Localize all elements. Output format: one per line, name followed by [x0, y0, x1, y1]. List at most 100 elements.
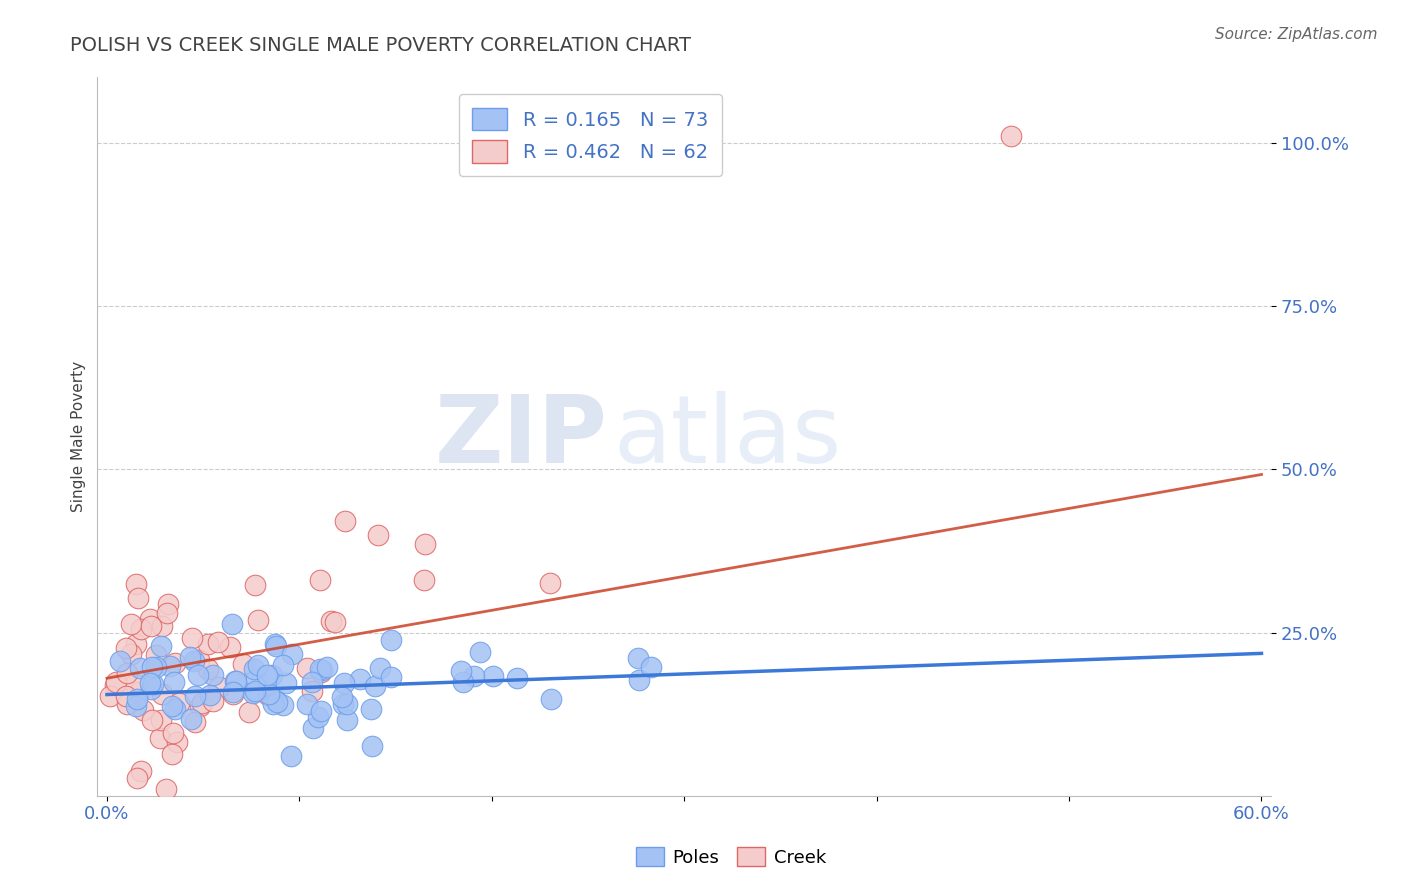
Point	[256, 688, 278, 702]
Point	[413, 573, 436, 587]
Point	[108, 654, 131, 668]
Point	[540, 692, 562, 706]
Point	[260, 668, 283, 682]
Point	[197, 637, 219, 651]
Legend: R = 0.165   N = 73, R = 0.462   N = 62: R = 0.165 N = 73, R = 0.462 N = 62	[458, 95, 721, 177]
Point	[506, 672, 529, 686]
Point	[222, 687, 245, 701]
Point	[463, 669, 485, 683]
Point	[264, 639, 287, 653]
Point	[132, 703, 155, 717]
Point	[360, 739, 382, 754]
Point	[181, 632, 204, 646]
Point	[139, 619, 162, 633]
Text: POLISH VS CREEK SINGLE MALE POVERTY CORRELATION CHART: POLISH VS CREEK SINGLE MALE POVERTY CORR…	[70, 36, 692, 54]
Point	[115, 698, 138, 712]
Point	[141, 714, 163, 728]
Point	[191, 696, 214, 710]
Point	[245, 577, 267, 591]
Point	[256, 668, 278, 682]
Point	[238, 706, 260, 720]
Point	[180, 712, 202, 726]
Point	[127, 771, 149, 785]
Point	[321, 614, 343, 628]
Point	[129, 661, 152, 675]
Point	[481, 669, 503, 683]
Point	[247, 613, 270, 627]
Point	[150, 687, 173, 701]
Text: Source: ZipAtlas.com: Source: ZipAtlas.com	[1215, 27, 1378, 42]
Point	[302, 722, 325, 736]
Point	[152, 619, 174, 633]
Point	[332, 697, 354, 711]
Point	[380, 633, 402, 648]
Point	[468, 645, 491, 659]
Point	[207, 635, 229, 649]
Point	[197, 661, 219, 675]
Point	[266, 695, 288, 709]
Point	[125, 699, 148, 714]
Point	[159, 659, 181, 673]
Point	[367, 527, 389, 541]
Point	[198, 688, 221, 702]
Point	[121, 648, 143, 662]
Point	[163, 675, 186, 690]
Point	[115, 689, 138, 703]
Point	[280, 647, 302, 661]
Point	[202, 668, 225, 682]
Point	[360, 702, 382, 716]
Point	[323, 615, 346, 629]
Point	[316, 660, 339, 674]
Point	[125, 577, 148, 591]
Point	[242, 686, 264, 700]
Point	[242, 662, 264, 676]
Text: ZIP: ZIP	[434, 391, 607, 483]
Point	[149, 713, 172, 727]
Point	[301, 675, 323, 690]
Point	[163, 657, 186, 671]
Point	[167, 696, 190, 710]
Point	[166, 734, 188, 748]
Point	[349, 672, 371, 686]
Point	[104, 675, 127, 690]
Point	[280, 749, 302, 764]
Point	[450, 664, 472, 678]
Point	[183, 654, 205, 668]
Point	[139, 675, 162, 690]
Point	[245, 672, 267, 686]
Point	[231, 657, 253, 672]
Point	[640, 659, 662, 673]
Point	[309, 574, 332, 588]
Point	[115, 640, 138, 655]
Point	[273, 658, 295, 673]
Point	[309, 665, 332, 680]
Point	[332, 675, 354, 690]
Point	[1000, 129, 1022, 144]
Point	[309, 704, 332, 718]
Point	[129, 764, 152, 778]
Point	[139, 612, 162, 626]
Point	[150, 640, 173, 654]
Point	[368, 661, 391, 675]
Point	[330, 690, 353, 704]
Text: atlas: atlas	[614, 391, 842, 483]
Point	[162, 699, 184, 714]
Point	[301, 684, 323, 698]
Point	[364, 679, 387, 693]
Point	[225, 674, 247, 689]
Point	[149, 731, 172, 745]
Point	[125, 636, 148, 650]
Point	[333, 514, 356, 528]
Point	[274, 676, 297, 690]
Point	[184, 689, 207, 703]
Point	[264, 692, 287, 706]
Point	[188, 652, 211, 666]
Point	[120, 616, 142, 631]
Point	[155, 606, 177, 620]
Point	[104, 678, 127, 692]
Point	[163, 701, 186, 715]
Point	[451, 675, 474, 690]
Y-axis label: Single Male Poverty: Single Male Poverty	[72, 361, 86, 512]
Point	[538, 575, 561, 590]
Point	[627, 651, 650, 665]
